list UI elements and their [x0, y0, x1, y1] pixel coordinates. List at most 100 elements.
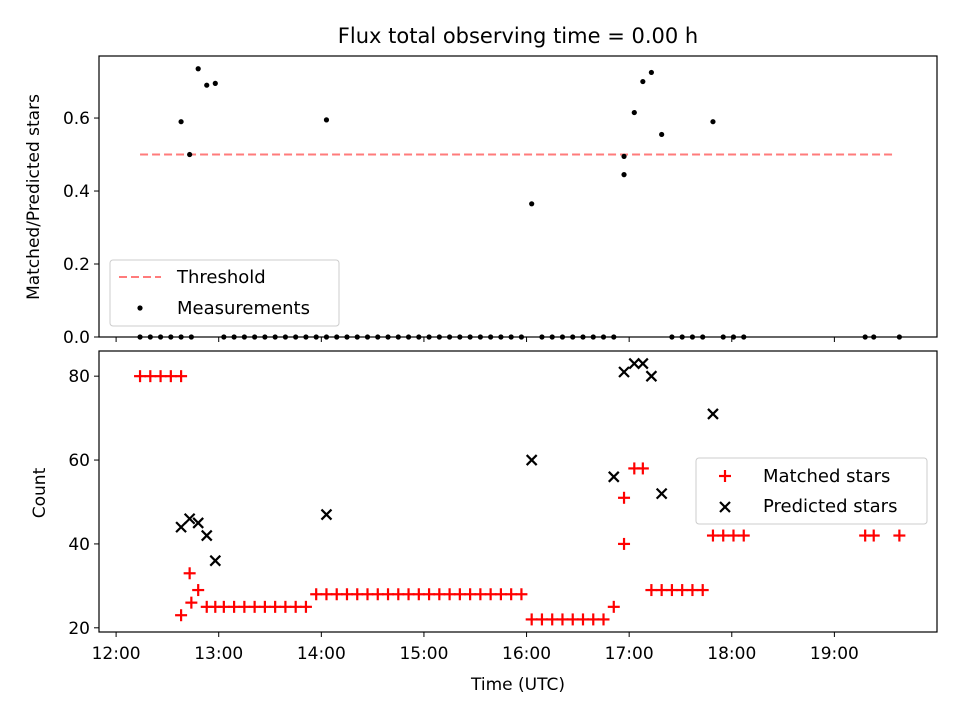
predicted-star-marker [209, 554, 222, 567]
matched-star-marker [474, 588, 487, 601]
count-x-axis-label: Time (UTC) [470, 675, 565, 695]
predicted-star-marker [183, 512, 196, 525]
matched-star-marker [676, 584, 689, 597]
matched-star-marker [893, 529, 906, 542]
matched-star-marker [618, 537, 631, 550]
count-legend: Matched stars Predicted stars [695, 457, 928, 525]
ratio-y-tick-label: 0.4 [63, 182, 90, 202]
ratio-legend-measurements-swatch [137, 305, 143, 311]
count-x-tick-label: 12:00 [92, 644, 141, 664]
matched-star-marker [494, 588, 507, 601]
count-x-tick-label: 13:00 [194, 644, 243, 664]
matched-star-marker [154, 370, 167, 383]
count-panel: Count Time (UTC) 20 40 60 80 12:00 13:00 14:0… [30, 350, 938, 695]
count-x-tick-label: 17:00 [605, 644, 654, 664]
matched-star-marker [330, 588, 343, 601]
matched-star-marker [636, 462, 649, 475]
ratio-y-tick-label: 0.2 [63, 255, 90, 275]
matched-star-marker [655, 584, 668, 597]
count-y-tick-label: 20 [68, 619, 90, 639]
count-legend-matched-swatch [719, 470, 731, 482]
matched-star-marker [412, 588, 425, 601]
ratio-axes-frame [98, 55, 938, 338]
matched-star-marker [192, 584, 205, 597]
matched-star-marker [310, 588, 323, 601]
ratio-legend: Threshold Measurements [109, 259, 340, 327]
matched-star-marker [453, 588, 466, 601]
measurement-point [631, 109, 637, 116]
matched-star-marker [535, 613, 548, 626]
count-legend-matched-label: Matched stars [763, 466, 890, 487]
matched-star-marker [443, 588, 456, 601]
measurement-point [621, 153, 627, 159]
matched-star-marker [320, 588, 333, 601]
ratio-y-tick-label: 0.6 [63, 109, 90, 129]
matched-star-marker [228, 600, 241, 613]
measurement-point [648, 69, 654, 76]
matched-star-marker [269, 600, 282, 613]
matched-star-marker [665, 584, 678, 597]
predicted-star-marker [200, 529, 213, 542]
matched-star-marker [433, 588, 446, 601]
ratio-x-ticks [115, 337, 835, 342]
measurement-point [212, 80, 218, 86]
predicted-star-marker [645, 370, 658, 382]
matched-star-marker [484, 588, 497, 601]
matched-star-marker [340, 588, 353, 601]
matched-star-marker [515, 588, 528, 601]
count-y-tick-label: 80 [68, 367, 90, 387]
matched-star-marker [164, 370, 177, 383]
ratio-y-ticks: 0.0 0.2 0.4 0.6 [63, 109, 99, 348]
measurement-point [659, 131, 665, 138]
ratio-y-axis-label: Matched/Predicted stars [24, 94, 44, 300]
measurement-point [195, 66, 201, 72]
ratio-legend-measurements-label: Measurements [177, 298, 310, 319]
measurement-point [529, 201, 535, 207]
matched-star-marker [618, 491, 631, 504]
predicted-star-marker [707, 408, 719, 420]
matched-star-marker [737, 529, 750, 542]
count-axes-frame [98, 350, 938, 633]
matched-star-marker [423, 588, 436, 601]
count-y-axis-label: Count [30, 467, 50, 518]
count-plot-area [134, 357, 906, 626]
count-y-tick-label: 40 [68, 535, 90, 555]
matched-star-marker [144, 370, 157, 383]
predicted-star-marker [525, 454, 538, 466]
matched-star-marker [238, 600, 251, 613]
predicted-star-marker [628, 357, 641, 370]
predicted-star-marker [192, 517, 204, 529]
matched-star-marker [361, 588, 374, 601]
measurement-point [187, 151, 193, 158]
matched-star-marker [546, 613, 559, 626]
matched-star-marker [706, 529, 719, 542]
measurement-point [204, 82, 210, 88]
matched-star-marker [727, 529, 740, 542]
matched-star-marker [371, 588, 384, 601]
count-y-tick-label: 60 [68, 451, 90, 471]
matched-star-marker [289, 600, 302, 613]
count-legend-box [695, 457, 928, 525]
matched-star-marker [299, 600, 312, 613]
matched-star-marker [402, 588, 415, 601]
count-x-ticks: 12:00 13:00 14:00 15:00 16:00 17:00 18:00 19:00 [92, 632, 859, 664]
predicted-star-marker [175, 521, 187, 533]
ratio-panel: Matched/Predicted stars 0.0 0.2 0.4 0.6 Thr… [24, 55, 938, 348]
predicted-star-marker [607, 471, 620, 483]
matched-star-marker [556, 613, 569, 626]
matched-star-marker [279, 600, 292, 613]
matched-star-marker [258, 600, 271, 613]
figure-title: Flux total observing time = 0.00 h [338, 24, 698, 48]
matched-star-marker [382, 588, 395, 601]
matched-star-marker [175, 370, 188, 383]
matched-star-marker [566, 613, 579, 626]
matched-star-marker [867, 529, 880, 542]
matched-star-marker [696, 584, 709, 597]
measurement-point [710, 119, 716, 125]
predicted-star-marker [655, 487, 668, 500]
matched-star-marker [645, 584, 658, 597]
matched-star-marker [392, 588, 405, 601]
measurement-point [323, 117, 330, 123]
matched-star-marker [351, 588, 364, 601]
